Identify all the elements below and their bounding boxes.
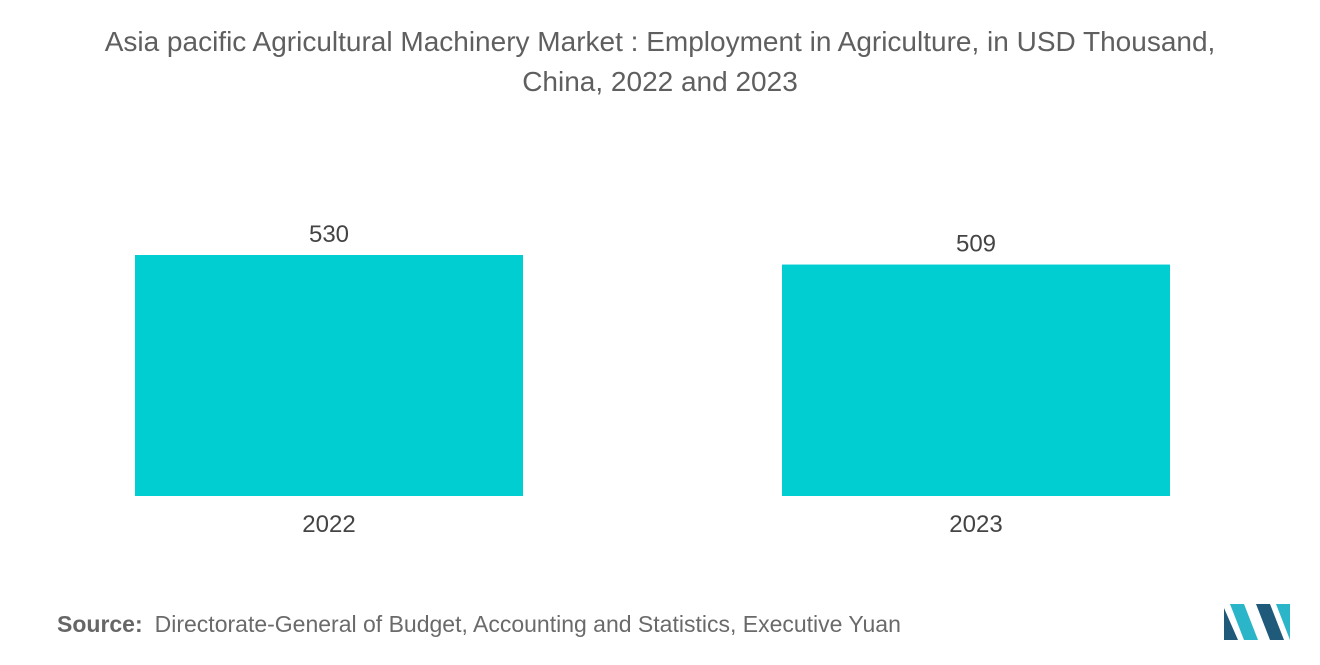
category-label-2023: 2023 <box>949 511 1002 538</box>
data-label-2023: 509 <box>956 231 996 258</box>
source-text: Directorate-General of Budget, Accountin… <box>154 611 901 637</box>
chart-title-line-1: Asia pacific Agricultural Machinery Mark… <box>104 26 1216 57</box>
bars-group <box>135 255 1170 496</box>
chart-title: Asia pacific Agricultural Machinery Mark… <box>0 22 1320 102</box>
category-label-2022: 2022 <box>302 511 355 538</box>
mordor-intelligence-logo-icon <box>1224 604 1290 640</box>
source-label: Source: <box>57 611 143 637</box>
bar-2023 <box>782 264 1170 496</box>
chart-title-line-2: China, 2022 and 2023 <box>522 66 798 97</box>
data-label-2022: 530 <box>309 221 349 248</box>
bar-2022 <box>135 255 523 496</box>
category-labels-group: 2022 2023 <box>302 511 1002 538</box>
value-labels-group: 530 509 <box>309 221 996 258</box>
source-note: Source: Directorate-General of Budget, Ac… <box>57 611 901 638</box>
